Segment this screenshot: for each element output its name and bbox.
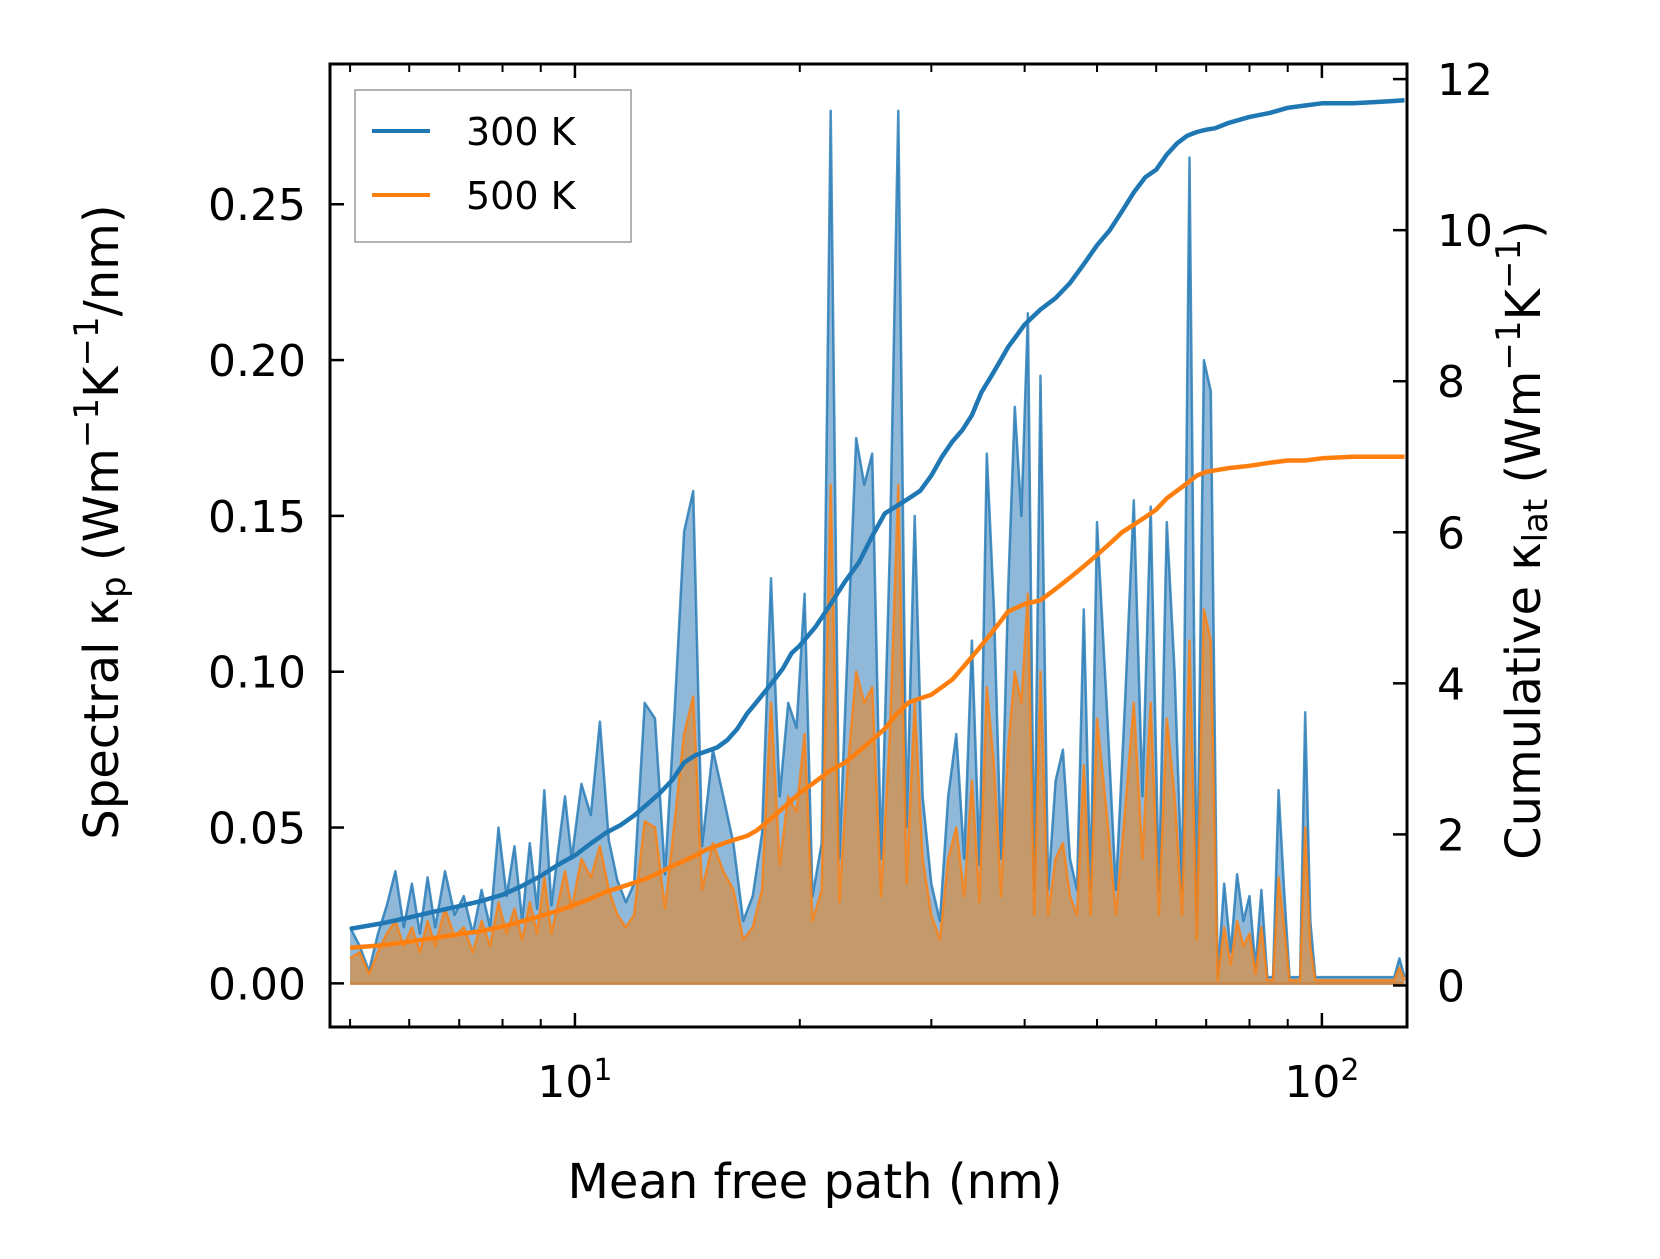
- y-left-title-part-1: Spectral κ: [74, 598, 130, 840]
- plot-frame: [328, 62, 1409, 1029]
- cumulative-300k-line: [349, 98, 1405, 932]
- spectral-300k-line: [348, 109, 1406, 979]
- y-left-tick-label-2: 0.10: [208, 648, 306, 699]
- legend-box: [354, 89, 632, 243]
- legend: 300 K 500 K: [354, 89, 632, 243]
- y-left-tick-label-5: 0.25: [208, 180, 306, 231]
- y-right-title-superscript-2: −1: [1489, 239, 1529, 289]
- y-left-tick-label-4: 0.20: [208, 336, 306, 387]
- y-right-tick-label-6: 12: [1437, 55, 1493, 106]
- legend-label-500k: 500 K: [466, 174, 577, 218]
- spectral-500k-area: [350, 484, 1405, 984]
- y-left-title-part-5: K: [74, 365, 130, 398]
- spectral-500k-line: [349, 483, 1406, 982]
- x-tick-label-1: 102: [1284, 1053, 1359, 1109]
- plot-layer: [348, 98, 1406, 985]
- y-left-title-superscript-1: −1: [67, 398, 107, 448]
- y-right-title-superscript-1: −1: [1489, 320, 1529, 370]
- cumulative-500k-line: [349, 454, 1405, 950]
- y-left-title-subscript: p: [94, 576, 134, 598]
- legend-label-300k: 300 K: [466, 110, 577, 154]
- y-axis-right-title: Cumulative κlat (Wm−1K−1): [1489, 220, 1556, 860]
- y-right-title-part-1: Cumulative κ: [1496, 542, 1552, 860]
- y-left-title-part-7: /nm): [74, 204, 130, 316]
- y-right-tick-label-1: 2: [1437, 810, 1465, 861]
- y-right-title-subscript: lat: [1516, 499, 1556, 543]
- y-left-tick-label-0: 0.00: [208, 959, 306, 1010]
- y-right-title-part-7: ): [1496, 220, 1552, 239]
- y-left-title-part-3: (Wm: [74, 448, 130, 576]
- y-left-tick-label-3: 0.15: [208, 492, 306, 543]
- y-right-tick-label-5: 10: [1437, 206, 1493, 257]
- x-tick-label-0: 101: [537, 1053, 612, 1109]
- y-right-title-part-3: (Wm: [1496, 371, 1552, 499]
- x-axis-title: Mean free path (nm): [568, 1154, 1063, 1210]
- y-right-tick-label-3: 6: [1437, 508, 1465, 559]
- y-left-tick-label-1: 0.05: [208, 804, 306, 855]
- y-left-title-superscript-2: −1: [67, 316, 107, 366]
- y-right-tick-label-4: 8: [1437, 357, 1465, 408]
- y-right-title-part-5: K: [1496, 287, 1552, 320]
- y-axis-left-title: Spectral κp (Wm−1K−1/nm): [67, 204, 134, 839]
- axes-layer: 0.00 0.05 0.10 0.15 0.20 0.25 0 2 4 6 8 10 12 101 102: [208, 55, 1493, 1108]
- y-right-tick-label-0: 0: [1437, 961, 1465, 1012]
- y-right-tick-label-2: 4: [1437, 659, 1465, 710]
